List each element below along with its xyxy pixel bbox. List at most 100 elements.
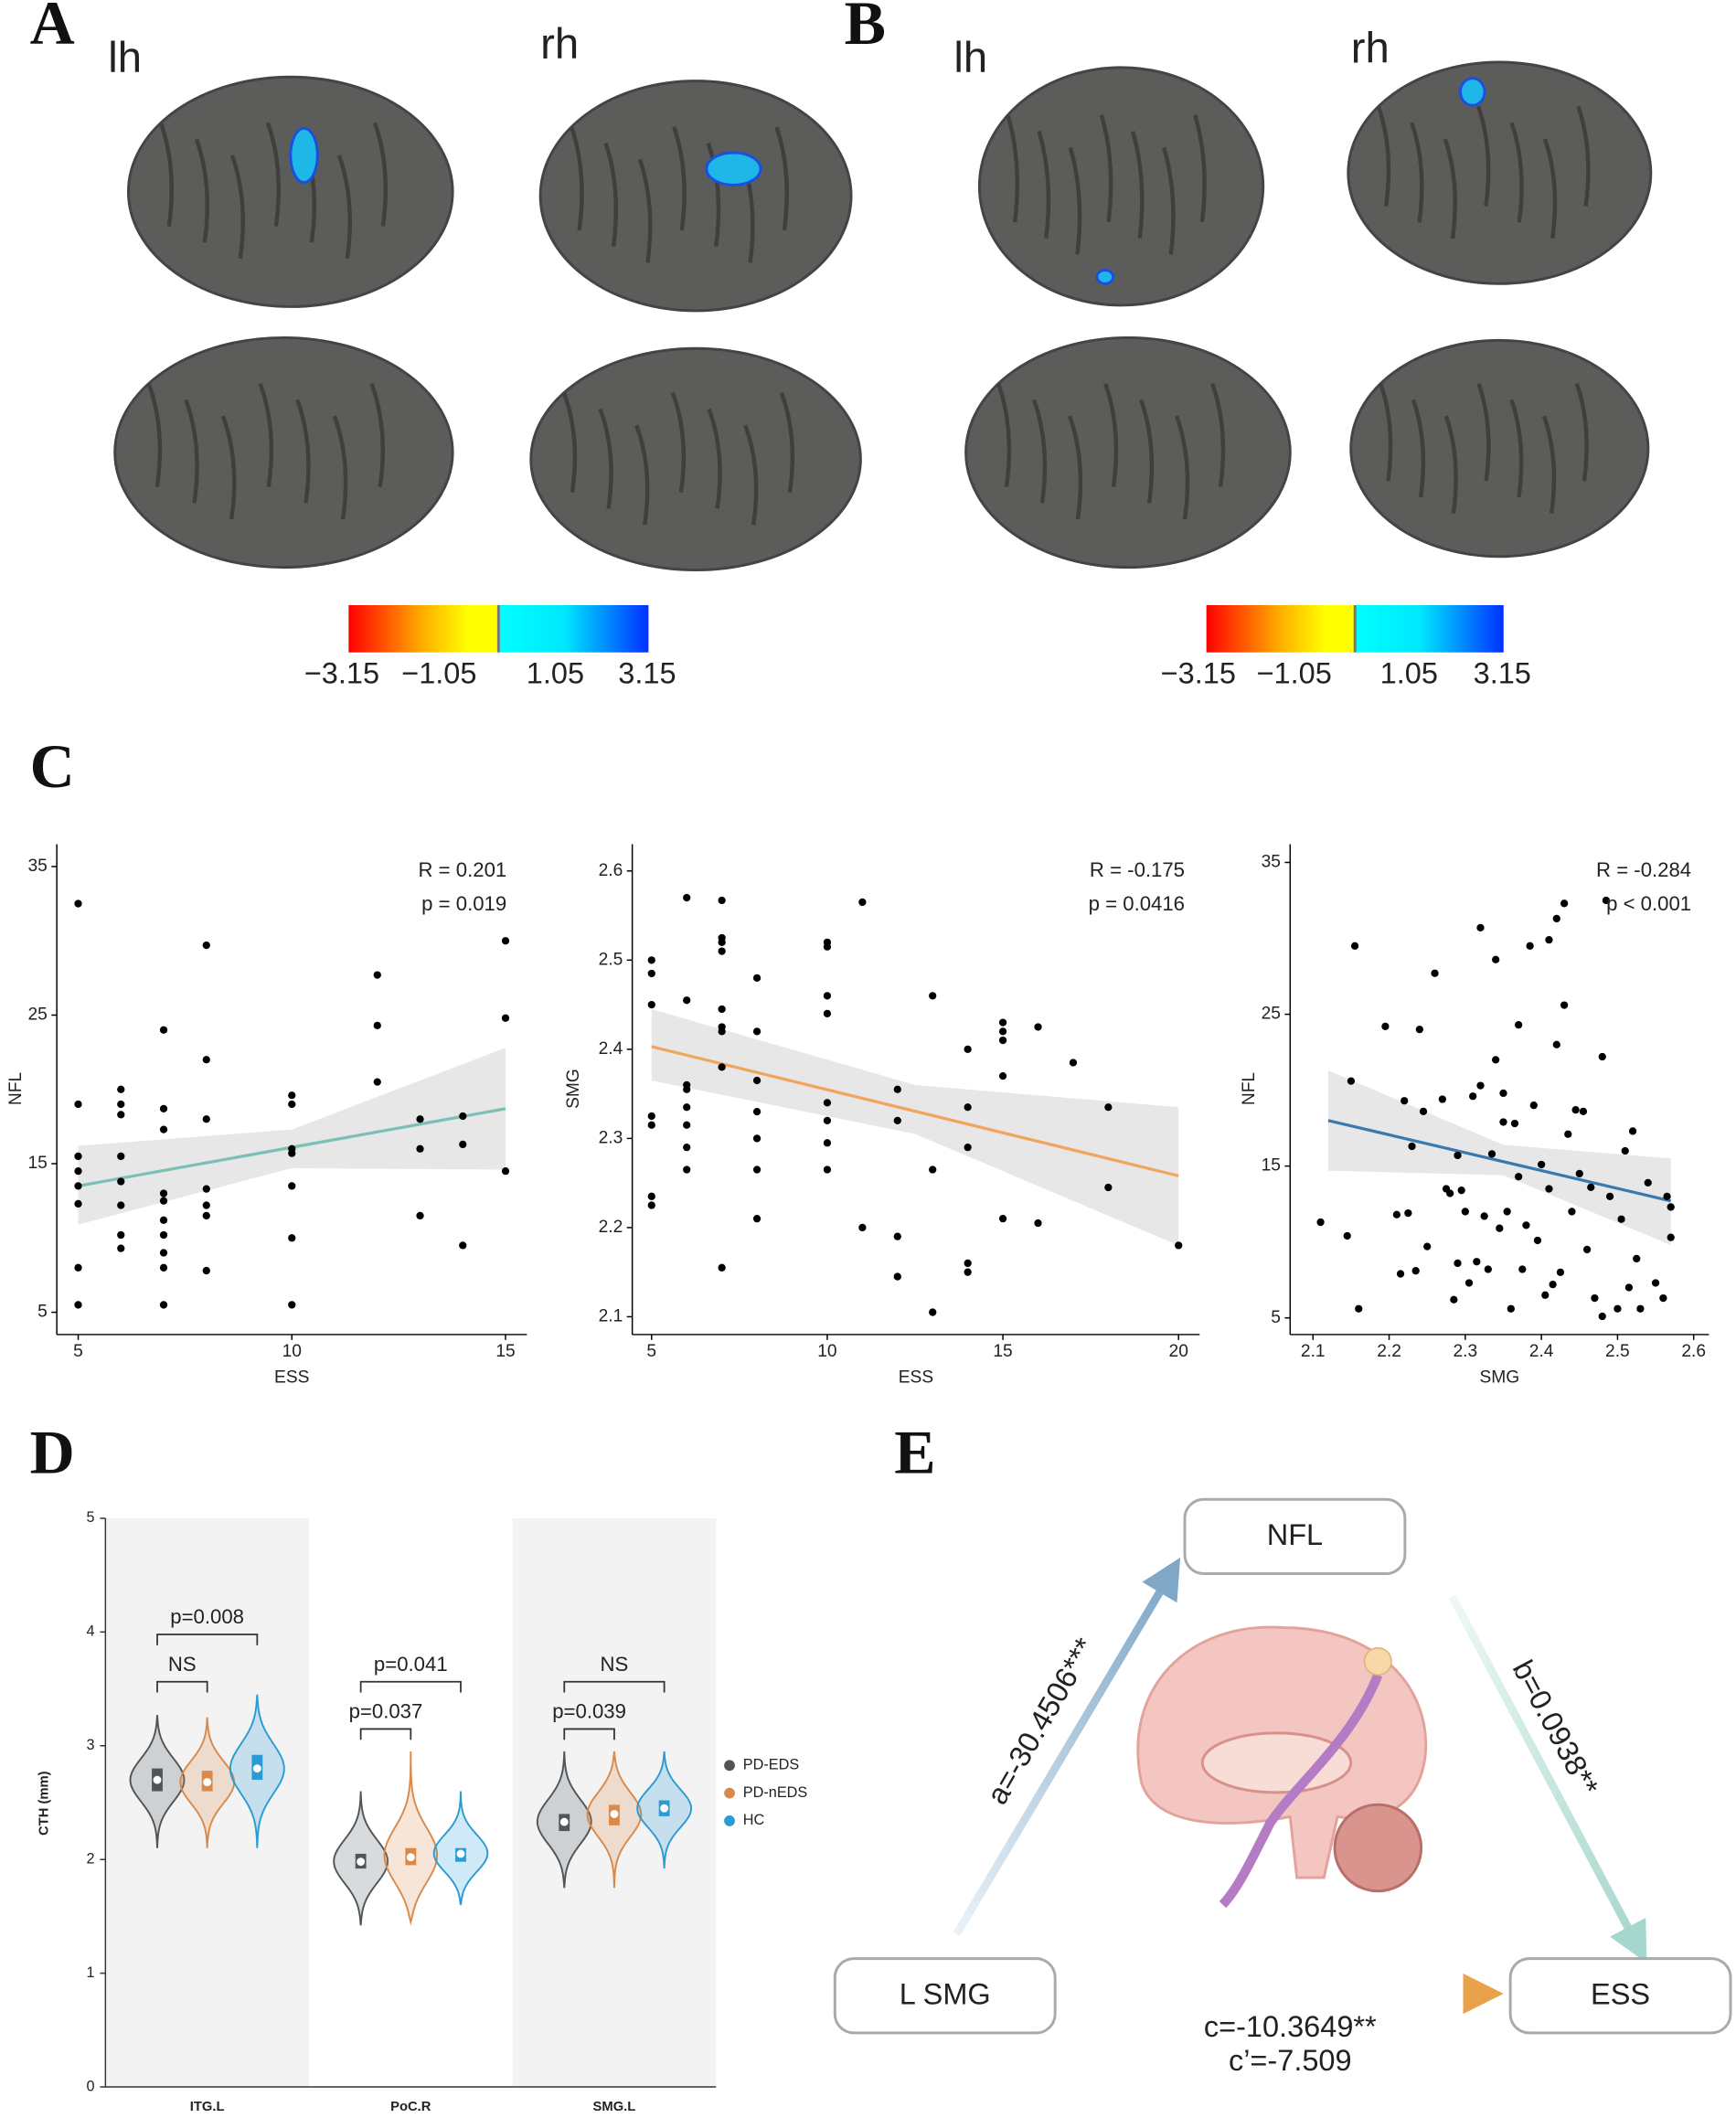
scatter-point: [1579, 1107, 1588, 1115]
x-tick-label: 2.5: [1605, 1342, 1630, 1361]
median-dot: [559, 1817, 569, 1826]
y-axis-label: NFL: [6, 1072, 26, 1106]
scatter-point: [459, 1140, 467, 1149]
scatter-point: [1461, 1208, 1469, 1216]
brain-sulcus: [1541, 415, 1557, 514]
group-band: [105, 1517, 309, 2088]
scatter-point: [683, 1085, 691, 1093]
brain-sulcus: [1576, 105, 1591, 207]
scatter-point: [1454, 1259, 1462, 1268]
scatter-point: [159, 1026, 168, 1034]
scatter-point: [647, 1112, 655, 1121]
scatter-point: [647, 956, 655, 964]
scatter-point: [964, 1103, 972, 1112]
scatter-point: [1034, 1219, 1042, 1228]
scatter-point: [1575, 1169, 1583, 1178]
activation-blob: [1095, 269, 1115, 285]
scatter-point: [823, 1099, 832, 1107]
scatter-point: [1492, 955, 1500, 963]
x-tick-label: SMG.L: [593, 2100, 636, 2114]
scatter-point: [117, 1100, 125, 1109]
scatter-point: [752, 1215, 761, 1223]
x-tick-label: ITG.L: [190, 2100, 225, 2114]
scatter-point: [117, 1244, 125, 1252]
scatter-point: [1069, 1059, 1078, 1067]
scatter-point: [718, 1005, 726, 1014]
y-tick-label: 25: [1262, 1005, 1281, 1024]
scatter-point: [117, 1085, 125, 1093]
mediation-node: [1183, 1497, 1407, 1575]
brain-sulcus: [1509, 122, 1524, 223]
colorbar-label: 1.05: [1380, 656, 1438, 689]
scatter-point: [929, 992, 937, 1000]
brain-sulcus: [372, 122, 389, 227]
scatter-point: [1423, 1242, 1432, 1251]
scatter-point: [202, 941, 210, 950]
scatter-point: [1529, 1102, 1538, 1110]
scatter-point: [1316, 1218, 1325, 1227]
hemisphere-label: rh: [1351, 25, 1390, 73]
scatter-point: [117, 1230, 125, 1240]
confidence-band: [1327, 1070, 1671, 1245]
x-tick-label: 2.1: [1301, 1342, 1326, 1361]
brain-surface: [538, 80, 853, 313]
scatter-point: [1602, 896, 1611, 905]
legend-label: PD-EDS: [743, 1757, 800, 1773]
scatter-point: [1415, 1026, 1424, 1034]
scatter-point: [1492, 1056, 1500, 1064]
scatter-point: [1587, 1183, 1595, 1191]
scatter-point: [1464, 1279, 1474, 1287]
scatter-point: [1533, 1236, 1542, 1245]
x-tick-label: 2.4: [1529, 1342, 1554, 1361]
scatter-point: [501, 937, 510, 945]
brain-sulcus: [670, 391, 687, 494]
scatter-point: [416, 1144, 424, 1153]
brain-sulcus: [1161, 146, 1176, 255]
brain-surface: [113, 335, 454, 569]
significance-label: NS: [168, 1653, 197, 1676]
colorbar-label: −1.05: [401, 656, 476, 689]
scatter-point: [998, 1018, 1007, 1027]
path-b-arrow: [1448, 1594, 1647, 1964]
significance-bracket: [563, 1680, 666, 1693]
scatter-point: [117, 1201, 125, 1209]
stat-annotation: R = -0.175: [1090, 858, 1185, 881]
brain-surface: [977, 66, 1265, 307]
scatter-point: [373, 971, 381, 979]
scatter-point: [752, 1165, 761, 1174]
significance-label: p=0.039: [552, 1700, 626, 1723]
scatter-point: [752, 1134, 761, 1143]
scatter-point: [893, 1085, 901, 1093]
x-tick-label: 15: [993, 1342, 1012, 1361]
scatter-point: [718, 1027, 726, 1036]
brain-sulcus: [1411, 399, 1426, 498]
brain-sulcus: [1542, 138, 1558, 239]
brain-sulcus: [184, 399, 199, 504]
scatter-point: [159, 1125, 168, 1134]
scatter-point: [858, 898, 867, 907]
scatter-point: [1496, 1224, 1504, 1232]
scatter-point: [1431, 969, 1439, 977]
scatter-point: [501, 1014, 510, 1022]
x-tick-label: 2.2: [1377, 1342, 1401, 1361]
scatter-point: [459, 1112, 467, 1121]
scatter-point: [1564, 1130, 1572, 1138]
panel-letter: E: [894, 1417, 935, 1486]
scatter-point: [1454, 1151, 1462, 1160]
scatter-point: [1396, 1270, 1405, 1278]
scatter-point: [683, 996, 691, 1005]
y-tick-label: 15: [1262, 1156, 1281, 1176]
scatter-point: [1408, 1142, 1416, 1151]
scatter-point: [1644, 1178, 1652, 1187]
scatter-point: [1624, 1283, 1634, 1292]
scatter-point: [1541, 1291, 1550, 1299]
path-c-label: c=-10.3649**: [1204, 2010, 1377, 2043]
scatter-point: [647, 1201, 655, 1209]
confidence-band: [78, 1048, 506, 1225]
violin: [383, 1751, 439, 1926]
significance-bracket: [156, 1634, 259, 1645]
fit-line: [651, 1045, 1179, 1177]
path-a-arrow: [953, 1557, 1181, 1937]
scatter-point: [647, 1121, 655, 1129]
brain-sulcus: [146, 382, 163, 488]
